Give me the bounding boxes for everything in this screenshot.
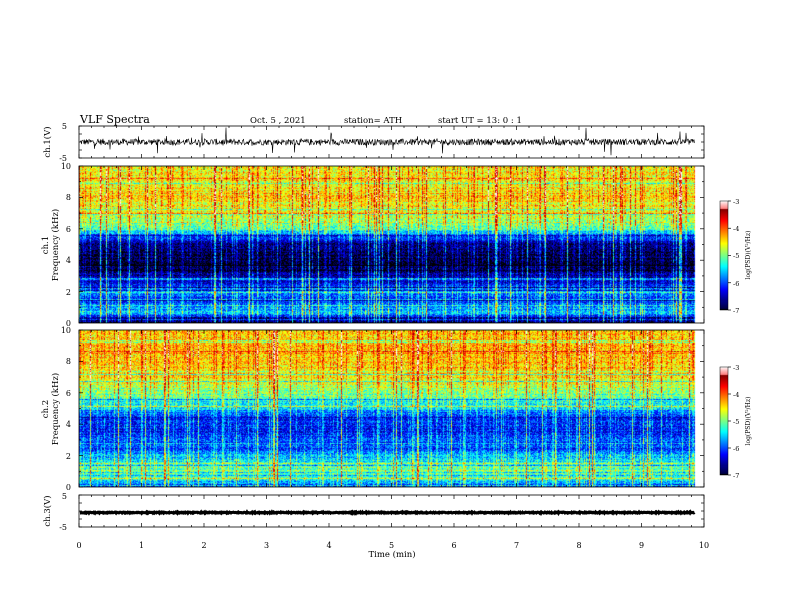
time-axis-ticklabels: 0 1 2 3 4 5 6 7 8 9 10 (76, 541, 709, 550)
ch3-ylabel: ch.3(V) (42, 495, 53, 526)
date-label: Oct. 5 , 2021 (250, 116, 306, 126)
time-tick-label: 9 (639, 541, 644, 550)
ch2-spectrogram-image-wrap (79, 330, 704, 487)
ch2-freq-tick-0: 0 (66, 483, 71, 492)
ch2-colorbar-tick-m3: -3 (733, 364, 739, 372)
ch1-colorbar-tick-m7: -7 (733, 307, 739, 315)
ch1-colorbar-tick-m5: -5 (733, 252, 739, 260)
ch1-colorbar-tick-m4: -4 (733, 225, 739, 233)
time-tick-label: 3 (264, 541, 269, 550)
ch2-spectrogram-ylabel: Frequency (kHz) (50, 373, 61, 445)
ch2-colorbar-tick-m7: -7 (733, 472, 739, 480)
ch1-spectrogram-ticks (78, 165, 705, 324)
ch1-freq-tick-6: 6 (66, 225, 71, 234)
ch1-spectrogram-panel: 0 2 4 6 8 10 ch.1 Frequency (kHz) -3 -4 … (41, 162, 752, 328)
ch1-colorbar-label: log(PSD)(V²/Hz) (745, 231, 752, 280)
ch1-waveform-ticks (78, 125, 705, 159)
ch2-colorbar-tick-m4: -4 (733, 391, 739, 399)
start-time-label: start UT = 13: 0 : 1 (438, 116, 522, 126)
time-axis-label: Time (min) (368, 549, 415, 560)
ch2-colorbar-tick-m5: -5 (733, 418, 739, 426)
ch2-spectrogram-yticklabels: 0 2 4 6 8 10 (61, 326, 71, 492)
ch2-spectrogram-ticks (78, 329, 705, 488)
time-tick-label: 7 (514, 541, 519, 550)
ch2-freq-tick-8: 8 (66, 357, 71, 366)
ch3-waveform-ticks (78, 494, 705, 528)
ch2-spectrogram-panel: 0 2 4 6 8 10 ch.2 Frequency (kHz) -3 -4 … (41, 326, 752, 492)
time-tick-label: 8 (576, 541, 581, 550)
ch2-freq-tick-6: 6 (66, 389, 71, 398)
ch1-colorbar (720, 201, 728, 310)
ch1-colorbar-wrap (720, 201, 728, 310)
time-tick-label: 4 (326, 541, 331, 550)
figure-title: VLF Spectra (79, 113, 150, 126)
time-tick-label: 5 (389, 541, 394, 550)
time-tick-label: 1 (139, 541, 144, 550)
ch1-colorbar-ticks (728, 200, 731, 311)
ch1-freq-tick-10: 10 (61, 162, 71, 171)
time-tick-label: 0 (76, 541, 81, 550)
ch2-colorbar-ticks (728, 366, 731, 476)
ch1-ytick-top: 5 (62, 122, 67, 131)
ch2-colorbar-tick-m6: -6 (733, 445, 739, 453)
ch1-ytick-bottom: -5 (59, 154, 67, 163)
ch1-waveform-line (79, 127, 695, 156)
time-tick-label: 6 (451, 541, 456, 550)
ch1-freq-tick-4: 4 (66, 256, 71, 265)
ch1-spectrogram-image-wrap (79, 166, 704, 323)
ch3-ytick-top: 5 (62, 492, 67, 501)
ch2-spectrogram-image (79, 330, 704, 487)
ch1-ylabel: ch.1(V) (42, 126, 53, 157)
ch1-freq-tick-2: 2 (66, 288, 71, 297)
ch1-spectrogram-ylabel: Frequency (kHz) (50, 209, 61, 281)
ch3-ytick-bottom: -5 (59, 523, 67, 532)
ch1-spectrogram-yticklabels: 0 2 4 6 8 10 (61, 162, 71, 328)
ch1-colorbar-tick-m3: -3 (733, 198, 739, 206)
ch2-freq-tick-4: 4 (66, 420, 71, 429)
time-tick-label: 2 (201, 541, 206, 550)
ch2-colorbar-label: log(PSD)(V²/Hz) (745, 397, 752, 446)
ch3-waveform-line (79, 509, 696, 517)
ch2-colorbar-wrap (720, 367, 728, 475)
ch2-freq-tick-2: 2 (66, 452, 71, 461)
ch1-freq-tick-0: 0 (66, 319, 71, 328)
time-tick-label: 10 (699, 541, 709, 550)
ch1-freq-tick-8: 8 (66, 193, 71, 202)
station-label: station= ATH (344, 116, 402, 126)
ch2-freq-tick-10: 10 (61, 326, 71, 335)
ch1-spectrogram-channel-label: ch.1 (41, 236, 51, 254)
ch3-waveform-panel: 5 -5 ch.3(V) 0 1 2 3 4 5 6 7 8 9 10 Time (min) (42, 492, 709, 560)
ch1-colorbar-tick-m6: -6 (733, 280, 739, 288)
ch2-spectrogram-channel-label: ch.2 (41, 400, 51, 418)
ch2-colorbar (720, 367, 728, 475)
ch1-waveform-panel: 5 -5 ch.1(V) (42, 122, 705, 163)
ch1-spectrogram-image (79, 166, 704, 323)
